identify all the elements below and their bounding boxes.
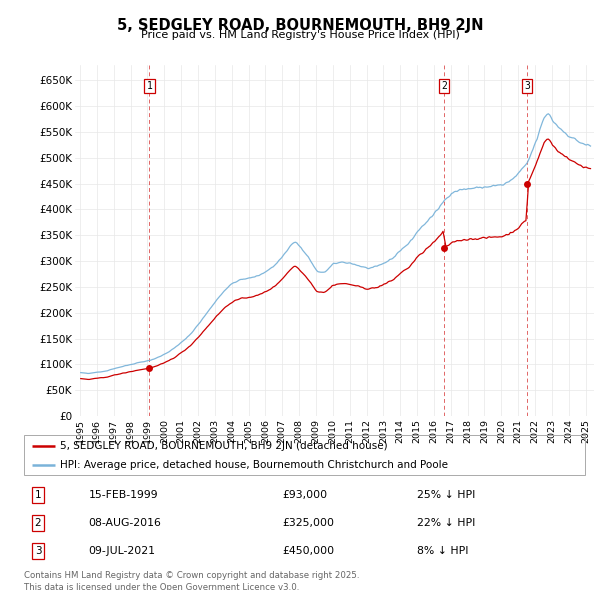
Text: 2: 2	[441, 81, 447, 91]
Text: 2: 2	[35, 518, 41, 527]
Text: 08-AUG-2016: 08-AUG-2016	[89, 518, 161, 527]
Text: Price paid vs. HM Land Registry's House Price Index (HPI): Price paid vs. HM Land Registry's House …	[140, 30, 460, 40]
Text: Contains HM Land Registry data © Crown copyright and database right 2025.
This d: Contains HM Land Registry data © Crown c…	[24, 571, 359, 590]
Text: 22% ↓ HPI: 22% ↓ HPI	[416, 518, 475, 527]
Text: 5, SEDGLEY ROAD, BOURNEMOUTH, BH9 2JN: 5, SEDGLEY ROAD, BOURNEMOUTH, BH9 2JN	[117, 18, 483, 32]
Text: 1: 1	[146, 81, 152, 91]
Text: 3: 3	[524, 81, 530, 91]
Text: 3: 3	[35, 546, 41, 556]
Text: 15-FEB-1999: 15-FEB-1999	[89, 490, 158, 500]
Text: 1: 1	[35, 490, 41, 500]
Text: HPI: Average price, detached house, Bournemouth Christchurch and Poole: HPI: Average price, detached house, Bour…	[61, 460, 448, 470]
Text: 25% ↓ HPI: 25% ↓ HPI	[416, 490, 475, 500]
Text: £93,000: £93,000	[282, 490, 327, 500]
Text: 8% ↓ HPI: 8% ↓ HPI	[416, 546, 468, 556]
Text: 5, SEDGLEY ROAD, BOURNEMOUTH, BH9 2JN (detached house): 5, SEDGLEY ROAD, BOURNEMOUTH, BH9 2JN (d…	[61, 441, 388, 451]
Text: 09-JUL-2021: 09-JUL-2021	[89, 546, 155, 556]
Text: £325,000: £325,000	[282, 518, 334, 527]
Text: £450,000: £450,000	[282, 546, 334, 556]
